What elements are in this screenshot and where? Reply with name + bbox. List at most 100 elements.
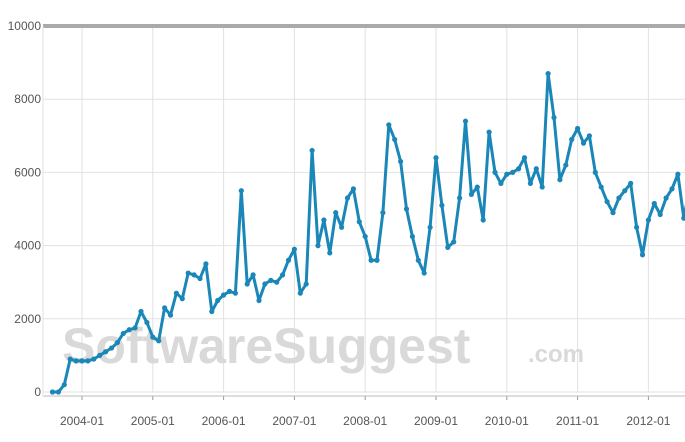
y-tick-label: 8000 bbox=[14, 92, 41, 106]
data-point bbox=[415, 257, 421, 263]
data-point bbox=[527, 180, 534, 186]
data-point bbox=[409, 233, 415, 240]
data-point bbox=[486, 129, 492, 135]
data-point bbox=[539, 184, 545, 190]
data-point bbox=[191, 272, 197, 278]
data-point bbox=[280, 272, 286, 278]
data-point bbox=[362, 233, 368, 240]
y-tick-label: 6000 bbox=[14, 165, 41, 179]
data-point bbox=[126, 327, 132, 333]
data-point bbox=[657, 211, 663, 218]
data-point bbox=[327, 250, 333, 256]
data-point bbox=[669, 186, 675, 192]
data-point bbox=[156, 338, 162, 344]
data-point bbox=[510, 169, 516, 175]
x-tick-label: 2009-01 bbox=[414, 414, 458, 428]
data-point bbox=[586, 133, 593, 139]
data-point bbox=[368, 257, 374, 263]
data-point bbox=[73, 358, 79, 364]
data-point bbox=[557, 177, 563, 183]
data-point bbox=[474, 184, 480, 190]
data-point bbox=[551, 114, 557, 121]
x-tick-label: 2005-01 bbox=[131, 414, 175, 428]
data-point bbox=[226, 288, 233, 294]
data-point bbox=[516, 166, 522, 172]
data-point bbox=[173, 290, 179, 296]
data-point bbox=[144, 319, 150, 326]
data-point bbox=[344, 195, 351, 201]
data-point bbox=[663, 195, 669, 201]
data-point bbox=[398, 158, 404, 165]
watermark-main: SoftwareSuggest bbox=[62, 318, 471, 374]
data-point bbox=[457, 195, 463, 201]
data-point bbox=[433, 155, 439, 161]
data-point bbox=[392, 136, 398, 143]
data-point bbox=[179, 296, 185, 302]
x-tick-label: 2007-01 bbox=[272, 414, 316, 428]
data-point bbox=[504, 171, 510, 177]
data-point bbox=[492, 169, 498, 175]
data-point bbox=[268, 277, 274, 283]
x-tick-labels: 2004-01 2005-01 2006-01 2007-01 2008-01 2009-… bbox=[60, 414, 671, 428]
x-tick-label: 2004-01 bbox=[60, 414, 104, 428]
data-point bbox=[120, 330, 126, 337]
x-tick-label: 2012-01 bbox=[626, 414, 670, 428]
grid bbox=[43, 26, 685, 393]
data-point bbox=[616, 195, 622, 201]
data-point bbox=[209, 308, 215, 315]
watermark: SoftwareSuggest .com bbox=[62, 318, 584, 374]
data-point bbox=[315, 243, 321, 249]
data-point bbox=[114, 339, 120, 346]
data-point bbox=[250, 272, 256, 278]
data-point bbox=[634, 224, 640, 230]
data-point bbox=[350, 186, 356, 192]
y-tick-label: 0 bbox=[34, 385, 41, 399]
data-point bbox=[309, 147, 315, 154]
data-point bbox=[480, 217, 486, 223]
data-point bbox=[421, 270, 427, 276]
y-tick-label: 4000 bbox=[14, 239, 41, 253]
data-point bbox=[132, 325, 138, 331]
data-point bbox=[498, 180, 504, 186]
series bbox=[49, 70, 685, 395]
watermark-suffix: .com bbox=[528, 341, 584, 368]
data-point bbox=[333, 210, 339, 216]
data-point bbox=[598, 184, 604, 190]
data-point bbox=[97, 352, 103, 358]
data-point bbox=[167, 312, 174, 318]
data-point bbox=[628, 180, 634, 186]
data-point bbox=[445, 244, 451, 251]
data-point bbox=[427, 224, 433, 230]
data-point bbox=[291, 246, 297, 252]
data-point bbox=[610, 210, 616, 216]
data-point bbox=[67, 356, 73, 362]
data-point bbox=[49, 389, 56, 395]
data-point bbox=[339, 224, 345, 230]
data-point bbox=[85, 358, 91, 364]
x-tick-label: 2010-01 bbox=[485, 414, 529, 428]
data-point bbox=[356, 219, 362, 225]
data-point bbox=[675, 171, 681, 177]
data-point bbox=[592, 169, 598, 175]
data-point bbox=[380, 210, 386, 216]
data-point bbox=[162, 305, 168, 311]
data-point bbox=[244, 281, 250, 287]
data-point bbox=[103, 349, 109, 355]
data-point bbox=[138, 308, 144, 315]
data-point bbox=[215, 297, 221, 304]
y-tick-label: 2000 bbox=[14, 312, 41, 326]
data-point bbox=[639, 252, 646, 258]
data-point bbox=[61, 382, 67, 388]
data-point bbox=[297, 290, 303, 296]
data-point bbox=[374, 257, 380, 263]
data-point bbox=[238, 188, 244, 194]
data-point bbox=[55, 389, 62, 395]
data-point bbox=[521, 155, 528, 161]
data-point bbox=[681, 215, 685, 221]
data-point bbox=[232, 290, 238, 296]
data-point bbox=[622, 188, 628, 194]
data-point bbox=[651, 200, 657, 207]
data-point bbox=[197, 275, 203, 282]
data-point bbox=[321, 217, 327, 223]
